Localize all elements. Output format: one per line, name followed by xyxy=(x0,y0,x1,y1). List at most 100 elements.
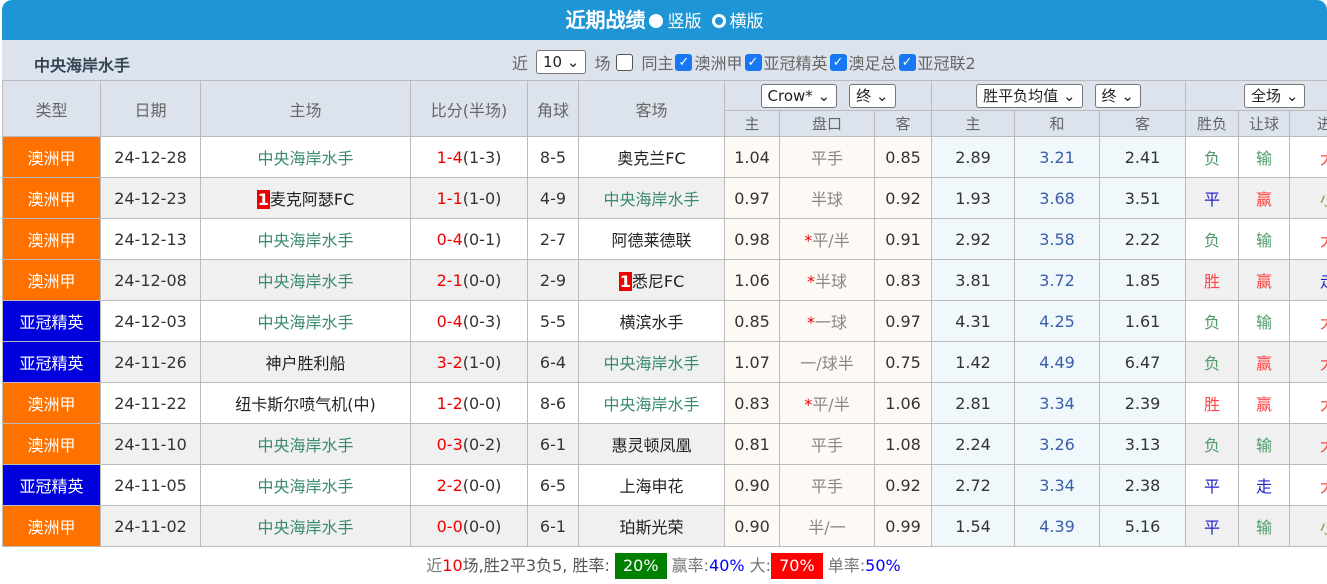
star-mark: * xyxy=(807,272,815,291)
radio-vertical-label[interactable]: 竖版 xyxy=(667,12,701,32)
odds-final-select[interactable]: 终 ⌄ xyxy=(1095,84,1141,108)
home-team-link[interactable]: 中央海岸水手 xyxy=(257,149,353,168)
handicap-final-select[interactable]: 终 ⌄ xyxy=(849,84,895,108)
away-team-link[interactable]: 中央海岸水手 xyxy=(603,190,699,209)
home-team: 中央海岸水手 xyxy=(201,137,411,178)
results-table-wrap: 类型 日期 主场 比分(半场) 角球 客场 Crow* ⌄终 ⌄ 胜平负均值 ⌄… xyxy=(2,80,1327,547)
score[interactable]: 0-4(0-3) xyxy=(411,301,528,342)
col-type: 类型 xyxy=(3,81,101,137)
league-type[interactable]: 澳洲甲 xyxy=(3,383,101,424)
match-result: 负 xyxy=(1186,424,1239,465)
score[interactable]: 1-4(1-3) xyxy=(411,137,528,178)
score[interactable]: 2-2(0-0) xyxy=(411,465,528,506)
match-count-select[interactable]: 10 ⌄ xyxy=(536,50,586,74)
score[interactable]: 2-1(0-0) xyxy=(411,260,528,301)
home-team-link[interactable]: 中央海岸水手 xyxy=(257,313,353,332)
draw-odds: 3.34 xyxy=(1015,383,1100,424)
half-time-score: (0-0) xyxy=(463,476,502,495)
league-type[interactable]: 澳洲甲 xyxy=(3,178,101,219)
home-team-link[interactable]: 中央海岸水手 xyxy=(257,231,353,250)
score[interactable]: 0-4(0-1) xyxy=(411,219,528,260)
half-time-score: (0-3) xyxy=(463,312,502,331)
league-type[interactable]: 澳洲甲 xyxy=(3,260,101,301)
home-team-link[interactable]: 麦克阿瑟FC xyxy=(270,190,354,209)
score[interactable]: 0-0(0-0) xyxy=(411,506,528,547)
company-select[interactable]: Crow* ⌄ xyxy=(761,84,838,108)
section-title: 近期战绩 xyxy=(565,8,645,32)
league-type[interactable]: 澳洲甲 xyxy=(3,506,101,547)
away-team: 横滨水手 xyxy=(579,301,725,342)
away-team-link[interactable]: 奥克兰FC xyxy=(617,149,685,168)
league-checkbox[interactable]: ✓ xyxy=(899,54,916,71)
same-home-checkbox[interactable] xyxy=(616,54,633,71)
home-team-link[interactable]: 神户胜利船 xyxy=(265,354,345,373)
table-row: 澳洲甲 24-12-13 中央海岸水手 0-4(0-1) 2-7 阿德莱德联 0… xyxy=(3,219,1327,260)
away-team-link[interactable]: 阿德莱德联 xyxy=(611,231,691,250)
corners: 4-9 xyxy=(528,178,579,219)
goals-result: 大 xyxy=(1290,424,1327,465)
league-checkbox[interactable]: ✓ xyxy=(675,54,692,71)
score[interactable]: 1-1(1-0) xyxy=(411,178,528,219)
away-water: 0.91 xyxy=(875,219,932,260)
score[interactable]: 3-2(1-0) xyxy=(411,342,528,383)
loss-odds: 5.16 xyxy=(1100,506,1186,547)
match-date: 24-12-23 xyxy=(101,178,201,219)
handicap-line: 平手 xyxy=(811,477,843,496)
away-team-link[interactable]: 横滨水手 xyxy=(619,313,683,332)
radio-horizontal[interactable] xyxy=(712,14,726,28)
result-header: 全场 ⌄ xyxy=(1186,81,1327,111)
handicap-result: 走 xyxy=(1239,465,1290,506)
away-team-link[interactable]: 中央海岸水手 xyxy=(603,354,699,373)
away-team-link[interactable]: 上海申花 xyxy=(619,477,683,496)
league-label: 澳足总 xyxy=(849,50,897,74)
scope-select[interactable]: 全场 ⌄ xyxy=(1244,84,1305,108)
summary-text: 赢率: xyxy=(672,556,709,575)
home-team-link[interactable]: 中央海岸水手 xyxy=(257,518,353,537)
away-team: 中央海岸水手 xyxy=(579,178,725,219)
home-team-link[interactable]: 中央海岸水手 xyxy=(257,477,353,496)
match-date: 24-11-05 xyxy=(101,465,201,506)
league-label: 亚冠联2 xyxy=(918,50,976,74)
loss-odds: 2.38 xyxy=(1100,465,1186,506)
score[interactable]: 1-2(0-0) xyxy=(411,383,528,424)
home-team: 神户胜利船 xyxy=(201,342,411,383)
draw-odds: 3.58 xyxy=(1015,219,1100,260)
league-checkbox[interactable]: ✓ xyxy=(745,54,762,71)
radio-vertical[interactable] xyxy=(649,14,663,28)
home-team-link[interactable]: 中央海岸水手 xyxy=(257,272,353,291)
away-team: 珀斯光荣 xyxy=(579,506,725,547)
league-type[interactable]: 澳洲甲 xyxy=(3,424,101,465)
away-team-link[interactable]: 珀斯光荣 xyxy=(619,518,683,537)
home-team-link[interactable]: 中央海岸水手 xyxy=(257,436,353,455)
home-team: 中央海岸水手 xyxy=(201,506,411,547)
league-checkbox[interactable]: ✓ xyxy=(830,54,847,71)
league-type[interactable]: 澳洲甲 xyxy=(3,219,101,260)
col-home: 主场 xyxy=(201,81,411,137)
avg-select[interactable]: 胜平负均值 ⌄ xyxy=(976,84,1082,108)
half-time-score: (0-0) xyxy=(463,517,502,536)
sub-header: 进球 xyxy=(1290,111,1327,137)
handicap-result: 输 xyxy=(1239,424,1290,465)
goals-result: 大 xyxy=(1290,137,1327,178)
home-team-link[interactable]: 纽卡斯尔喷气机(中) xyxy=(235,395,376,414)
goals-result: 大 xyxy=(1290,465,1327,506)
league-type[interactable]: 亚冠精英 xyxy=(3,301,101,342)
handicap-result: 赢 xyxy=(1239,178,1290,219)
away-team-link[interactable]: 惠灵顿凤凰 xyxy=(611,436,691,455)
loss-odds: 2.39 xyxy=(1100,383,1186,424)
radio-horizontal-label[interactable]: 横版 xyxy=(730,12,764,32)
handicap-result: 输 xyxy=(1239,219,1290,260)
score[interactable]: 0-3(0-2) xyxy=(411,424,528,465)
match-date: 24-12-03 xyxy=(101,301,201,342)
away-team-link[interactable]: 悉尼FC xyxy=(632,272,684,291)
win-odds: 1.54 xyxy=(932,506,1015,547)
away-team-link[interactable]: 中央海岸水手 xyxy=(603,395,699,414)
full-time-score: 1-1 xyxy=(437,189,463,208)
table-row: 亚冠精英 24-11-05 中央海岸水手 2-2(0-0) 6-5 上海申花 0… xyxy=(3,465,1327,506)
league-type[interactable]: 澳洲甲 xyxy=(3,137,101,178)
match-result: 平 xyxy=(1186,465,1239,506)
away-water: 1.06 xyxy=(875,383,932,424)
league-type[interactable]: 亚冠精英 xyxy=(3,465,101,506)
league-type[interactable]: 亚冠精英 xyxy=(3,342,101,383)
handicap-result: 赢 xyxy=(1239,260,1290,301)
